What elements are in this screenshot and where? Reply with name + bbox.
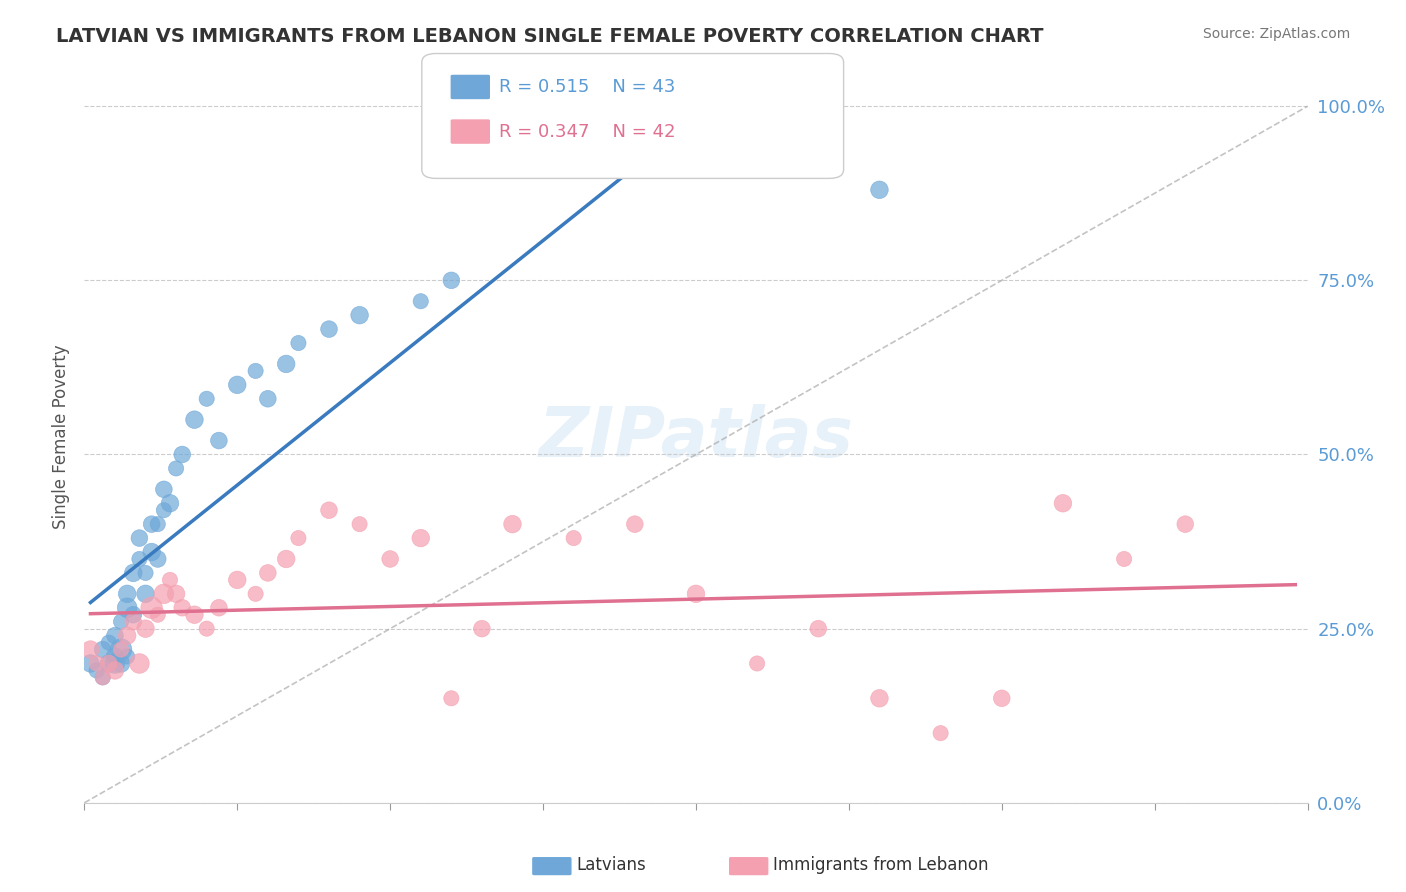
Point bbox=[146, 552, 169, 566]
Point bbox=[276, 357, 298, 371]
Point bbox=[97, 657, 120, 671]
Point bbox=[409, 531, 432, 545]
Point bbox=[79, 642, 101, 657]
Point bbox=[172, 448, 194, 462]
Point bbox=[97, 635, 120, 649]
Point bbox=[115, 587, 138, 601]
Point bbox=[747, 657, 769, 671]
Point bbox=[122, 566, 145, 580]
Point bbox=[245, 587, 267, 601]
Point bbox=[110, 657, 132, 671]
Point bbox=[104, 629, 127, 643]
Point bbox=[1114, 552, 1136, 566]
Point bbox=[104, 649, 127, 664]
Text: R = 0.515    N = 43: R = 0.515 N = 43 bbox=[499, 78, 675, 96]
Point bbox=[208, 600, 231, 615]
Point bbox=[159, 496, 181, 510]
Point bbox=[159, 573, 181, 587]
Y-axis label: Single Female Poverty: Single Female Poverty bbox=[52, 345, 70, 529]
Point bbox=[86, 657, 108, 671]
Point bbox=[141, 517, 163, 532]
Point bbox=[135, 587, 157, 601]
Point bbox=[115, 649, 138, 664]
Point bbox=[195, 392, 218, 406]
Point bbox=[128, 657, 150, 671]
Point bbox=[869, 183, 891, 197]
Point bbox=[409, 294, 432, 309]
Point bbox=[128, 531, 150, 545]
Point bbox=[287, 336, 309, 351]
Point bbox=[115, 600, 138, 615]
Point bbox=[624, 517, 647, 532]
Point bbox=[562, 531, 585, 545]
Point bbox=[502, 517, 524, 532]
Point bbox=[226, 573, 249, 587]
Text: ZIPatlas: ZIPatlas bbox=[538, 403, 853, 471]
Text: Immigrants from Lebanon: Immigrants from Lebanon bbox=[773, 856, 988, 874]
Point bbox=[128, 552, 150, 566]
Point bbox=[135, 622, 157, 636]
Point bbox=[1174, 517, 1197, 532]
Point bbox=[153, 503, 176, 517]
Point bbox=[122, 615, 145, 629]
Point bbox=[869, 691, 891, 706]
Point bbox=[1052, 496, 1074, 510]
Point bbox=[807, 622, 830, 636]
Point bbox=[245, 364, 267, 378]
Point bbox=[104, 657, 127, 671]
Point bbox=[287, 531, 309, 545]
Point bbox=[685, 587, 707, 601]
Point bbox=[440, 691, 463, 706]
Point bbox=[110, 615, 132, 629]
Point bbox=[991, 691, 1014, 706]
Point bbox=[91, 642, 114, 657]
Point bbox=[318, 322, 340, 336]
Point bbox=[471, 622, 494, 636]
Point bbox=[226, 377, 249, 392]
Point bbox=[141, 600, 163, 615]
Point bbox=[257, 392, 280, 406]
Text: R = 0.347    N = 42: R = 0.347 N = 42 bbox=[499, 123, 676, 141]
Point bbox=[91, 670, 114, 684]
Text: LATVIAN VS IMMIGRANTS FROM LEBANON SINGLE FEMALE POVERTY CORRELATION CHART: LATVIAN VS IMMIGRANTS FROM LEBANON SINGL… bbox=[56, 27, 1043, 45]
Point bbox=[141, 545, 163, 559]
Point bbox=[79, 657, 101, 671]
Point bbox=[97, 657, 120, 671]
Point bbox=[153, 587, 176, 601]
Point bbox=[349, 517, 371, 532]
Point bbox=[208, 434, 231, 448]
Point bbox=[135, 566, 157, 580]
Point bbox=[122, 607, 145, 622]
Point bbox=[110, 642, 132, 657]
Point bbox=[104, 664, 127, 678]
Point bbox=[929, 726, 952, 740]
Point bbox=[183, 607, 205, 622]
Text: 0.0%: 0.0% bbox=[84, 890, 129, 892]
Point bbox=[172, 600, 194, 615]
Point bbox=[165, 587, 187, 601]
Point bbox=[146, 607, 169, 622]
Point bbox=[86, 664, 108, 678]
Point bbox=[115, 629, 138, 643]
Point bbox=[276, 552, 298, 566]
Point bbox=[110, 642, 132, 657]
Point bbox=[440, 273, 463, 287]
Point bbox=[318, 503, 340, 517]
Point bbox=[165, 461, 187, 475]
Point bbox=[380, 552, 402, 566]
Text: Latvians: Latvians bbox=[576, 856, 647, 874]
Text: 20.0%: 20.0% bbox=[1251, 890, 1308, 892]
Point bbox=[257, 566, 280, 580]
Point bbox=[183, 412, 205, 426]
Text: Source: ZipAtlas.com: Source: ZipAtlas.com bbox=[1202, 27, 1350, 41]
Point bbox=[91, 670, 114, 684]
Point bbox=[153, 483, 176, 497]
Point bbox=[195, 622, 218, 636]
Point bbox=[146, 517, 169, 532]
Point bbox=[349, 308, 371, 322]
